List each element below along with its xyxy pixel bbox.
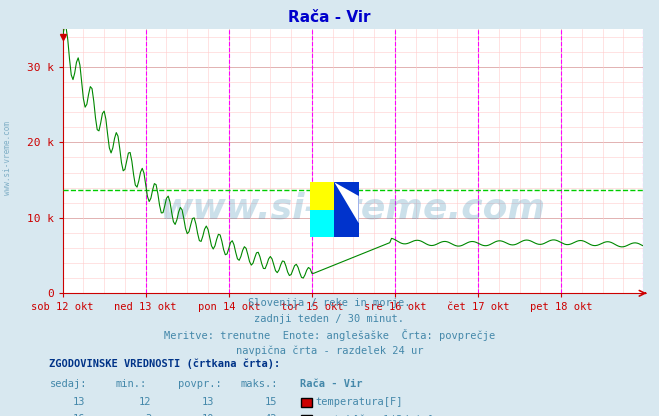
Text: maks.:: maks.: <box>241 379 278 389</box>
Bar <box>334 182 358 237</box>
Text: min.:: min.: <box>115 379 146 389</box>
Text: povpr.:: povpr.: <box>178 379 221 389</box>
Text: 13: 13 <box>202 397 214 407</box>
Bar <box>310 210 334 237</box>
Text: pretok[čevelj3/min]: pretok[čevelj3/min] <box>315 414 434 416</box>
Text: zadnji teden / 30 minut.: zadnji teden / 30 minut. <box>254 314 405 324</box>
Text: 15: 15 <box>264 397 277 407</box>
Text: 16: 16 <box>73 414 86 416</box>
Text: navpična črta - razdelek 24 ur: navpična črta - razdelek 24 ur <box>236 345 423 356</box>
Text: temperatura[F]: temperatura[F] <box>315 397 403 407</box>
Text: 10: 10 <box>202 414 214 416</box>
Text: ZGODOVINSKE VREDNOSTI (črtkana črta):: ZGODOVINSKE VREDNOSTI (črtkana črta): <box>49 359 281 369</box>
Text: 12: 12 <box>139 397 152 407</box>
Text: Slovenija / reke in morje.: Slovenija / reke in morje. <box>248 298 411 308</box>
Text: www.si-vreme.com: www.si-vreme.com <box>159 192 546 226</box>
Text: 13: 13 <box>73 397 86 407</box>
Text: Rača - Vir: Rača - Vir <box>288 10 371 25</box>
Text: 42: 42 <box>264 414 277 416</box>
Bar <box>310 182 334 210</box>
Polygon shape <box>334 182 358 223</box>
Text: 3: 3 <box>146 414 152 416</box>
Text: sedaj:: sedaj: <box>49 379 87 389</box>
Text: Meritve: trenutne  Enote: anglešaške  Črta: povprečje: Meritve: trenutne Enote: anglešaške Črta… <box>164 329 495 342</box>
Text: Rača - Vir: Rača - Vir <box>300 379 362 389</box>
Text: www.si-vreme.com: www.si-vreme.com <box>3 121 13 195</box>
